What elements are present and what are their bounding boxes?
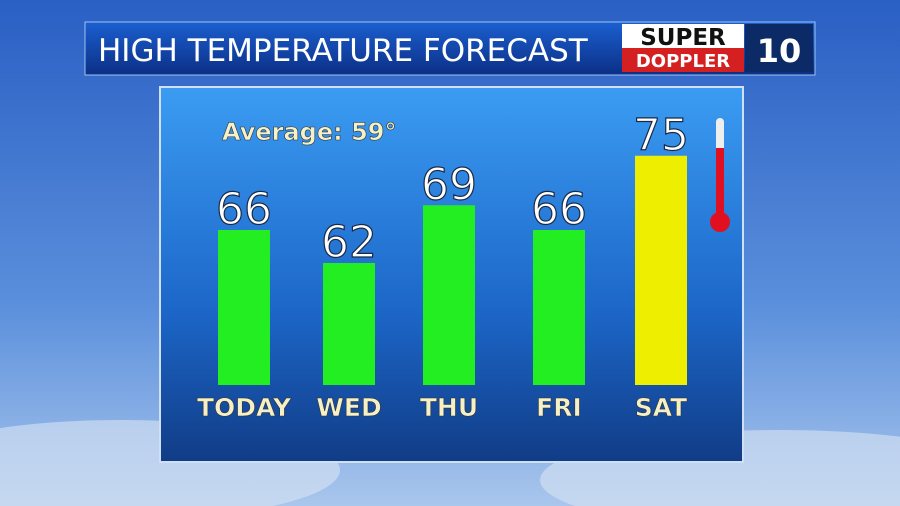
bar (423, 205, 475, 385)
logo-text: SUPER (640, 25, 726, 51)
value-label: 62 (321, 217, 377, 268)
title: HIGH TEMPERATURE FORECAST (98, 33, 589, 69)
thermometer (716, 118, 724, 218)
logo-text: 10 (757, 32, 802, 70)
logo-box (622, 48, 744, 72)
bar (323, 263, 375, 385)
category-label: SAT (635, 393, 687, 422)
logo-text: DOPPLER (636, 51, 730, 72)
logo-box (745, 24, 813, 72)
thermometer-bulb (710, 212, 730, 232)
category-label: THU (420, 393, 478, 422)
bar (218, 230, 270, 385)
category-label: FRI (536, 393, 582, 422)
value-label: 66 (216, 184, 272, 235)
category-label: TODAY (197, 393, 292, 422)
annotation: Average: 59° (222, 118, 396, 146)
value-label: 69 (421, 159, 477, 210)
value-label: 66 (531, 184, 587, 235)
value-label: 75 (633, 110, 689, 161)
bar (635, 155, 687, 385)
category-label: WED (316, 393, 381, 422)
bar (533, 230, 585, 385)
logo-box (622, 24, 744, 48)
